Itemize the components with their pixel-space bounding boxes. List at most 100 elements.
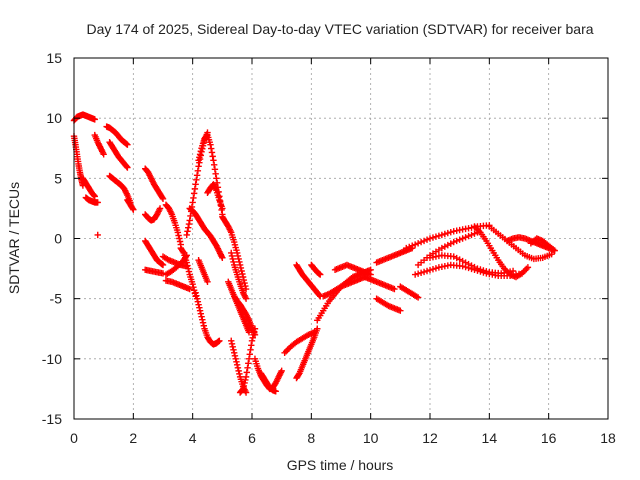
data-point <box>238 267 245 275</box>
chart-title: Day 174 of 2025, Sidereal Day-to-day VTE… <box>86 21 593 37</box>
x-axis-label: GPS time / hours <box>287 457 394 473</box>
data-point <box>159 195 167 202</box>
y-tick-label: 10 <box>46 110 62 126</box>
data-point <box>462 234 469 241</box>
y-tick-label: 5 <box>54 170 62 186</box>
data-point <box>210 157 217 164</box>
data-point <box>281 349 288 357</box>
data-point <box>211 166 219 173</box>
data-point <box>124 164 131 171</box>
data-point <box>447 240 454 247</box>
data-point <box>233 358 240 366</box>
series-arc-ad <box>228 337 250 396</box>
data-point <box>129 205 136 212</box>
data-point <box>248 342 255 349</box>
y-tick-label: -15 <box>42 411 62 427</box>
data-point <box>194 298 202 305</box>
data-point <box>411 271 419 278</box>
data-point <box>441 230 449 238</box>
x-tick-label: 14 <box>482 430 498 446</box>
data-point <box>193 176 200 184</box>
data-point <box>197 148 205 155</box>
series-arc-az <box>527 235 558 254</box>
data-point <box>444 241 451 249</box>
y-tick-label: 15 <box>46 50 62 66</box>
series-arc-m <box>142 237 167 269</box>
data-point <box>219 205 226 212</box>
data-point <box>198 313 205 320</box>
data-point <box>228 252 236 260</box>
data-point <box>462 259 469 266</box>
series-arc-v <box>186 205 226 261</box>
data-point <box>195 157 202 164</box>
series-arc-n <box>142 266 167 277</box>
data-point <box>186 285 193 293</box>
data-point <box>199 319 207 326</box>
data-point <box>459 257 466 265</box>
series-arc-j <box>124 196 137 213</box>
series-arc-aw <box>471 223 532 281</box>
data-point <box>130 206 137 213</box>
data-point <box>176 238 184 245</box>
data-points <box>70 111 558 396</box>
x-tick-label: 12 <box>422 430 438 446</box>
data-point <box>278 367 285 375</box>
data-point <box>420 268 428 276</box>
data-point <box>179 248 187 255</box>
series-arc-k <box>142 165 167 202</box>
data-point <box>233 249 241 257</box>
data-point <box>435 232 443 239</box>
series-arc-ae <box>236 325 259 396</box>
series-arc-ak <box>308 261 324 278</box>
data-point <box>197 310 205 317</box>
x-tick-label: 16 <box>541 430 557 446</box>
data-point <box>189 281 196 288</box>
series-arc-an <box>331 261 374 278</box>
data-point <box>453 254 460 262</box>
data-point <box>219 254 226 261</box>
data-point <box>447 228 454 236</box>
data-point <box>207 141 214 148</box>
series-arc-y <box>195 256 211 286</box>
data-point <box>190 284 197 291</box>
data-point <box>551 247 558 254</box>
data-point <box>242 389 250 396</box>
data-point <box>503 268 511 275</box>
data-point <box>194 167 202 175</box>
series-arc-g <box>103 123 131 148</box>
series-arc-x <box>192 289 223 348</box>
y-tick-label: -10 <box>42 351 62 367</box>
data-point <box>193 292 200 299</box>
data-point <box>414 240 422 247</box>
data-point <box>233 361 241 369</box>
data-point <box>523 265 530 273</box>
data-point <box>438 231 446 239</box>
data-point <box>100 151 107 158</box>
data-point <box>236 370 243 378</box>
data-point <box>184 262 191 269</box>
data-point <box>185 220 193 228</box>
data-point <box>210 161 218 168</box>
data-point <box>186 217 193 224</box>
data-point <box>229 255 236 263</box>
series-arc-h <box>106 139 131 171</box>
data-point <box>232 355 239 363</box>
data-point <box>453 237 460 245</box>
series-arc-z <box>219 213 250 293</box>
data-point <box>474 265 481 272</box>
data-point <box>242 373 250 381</box>
y-axis-label: SDTVAR / TECUs <box>6 182 22 294</box>
data-point <box>156 205 164 212</box>
data-point <box>483 268 490 275</box>
data-point <box>239 386 246 394</box>
data-point <box>208 145 215 152</box>
data-point <box>231 349 238 357</box>
data-point <box>229 343 236 350</box>
series-arc-at <box>414 229 481 269</box>
x-tick-label: 18 <box>600 430 616 446</box>
data-point <box>196 154 203 161</box>
data-point <box>216 337 223 344</box>
data-point <box>243 369 251 376</box>
data-point <box>247 346 254 354</box>
data-point <box>236 261 244 269</box>
